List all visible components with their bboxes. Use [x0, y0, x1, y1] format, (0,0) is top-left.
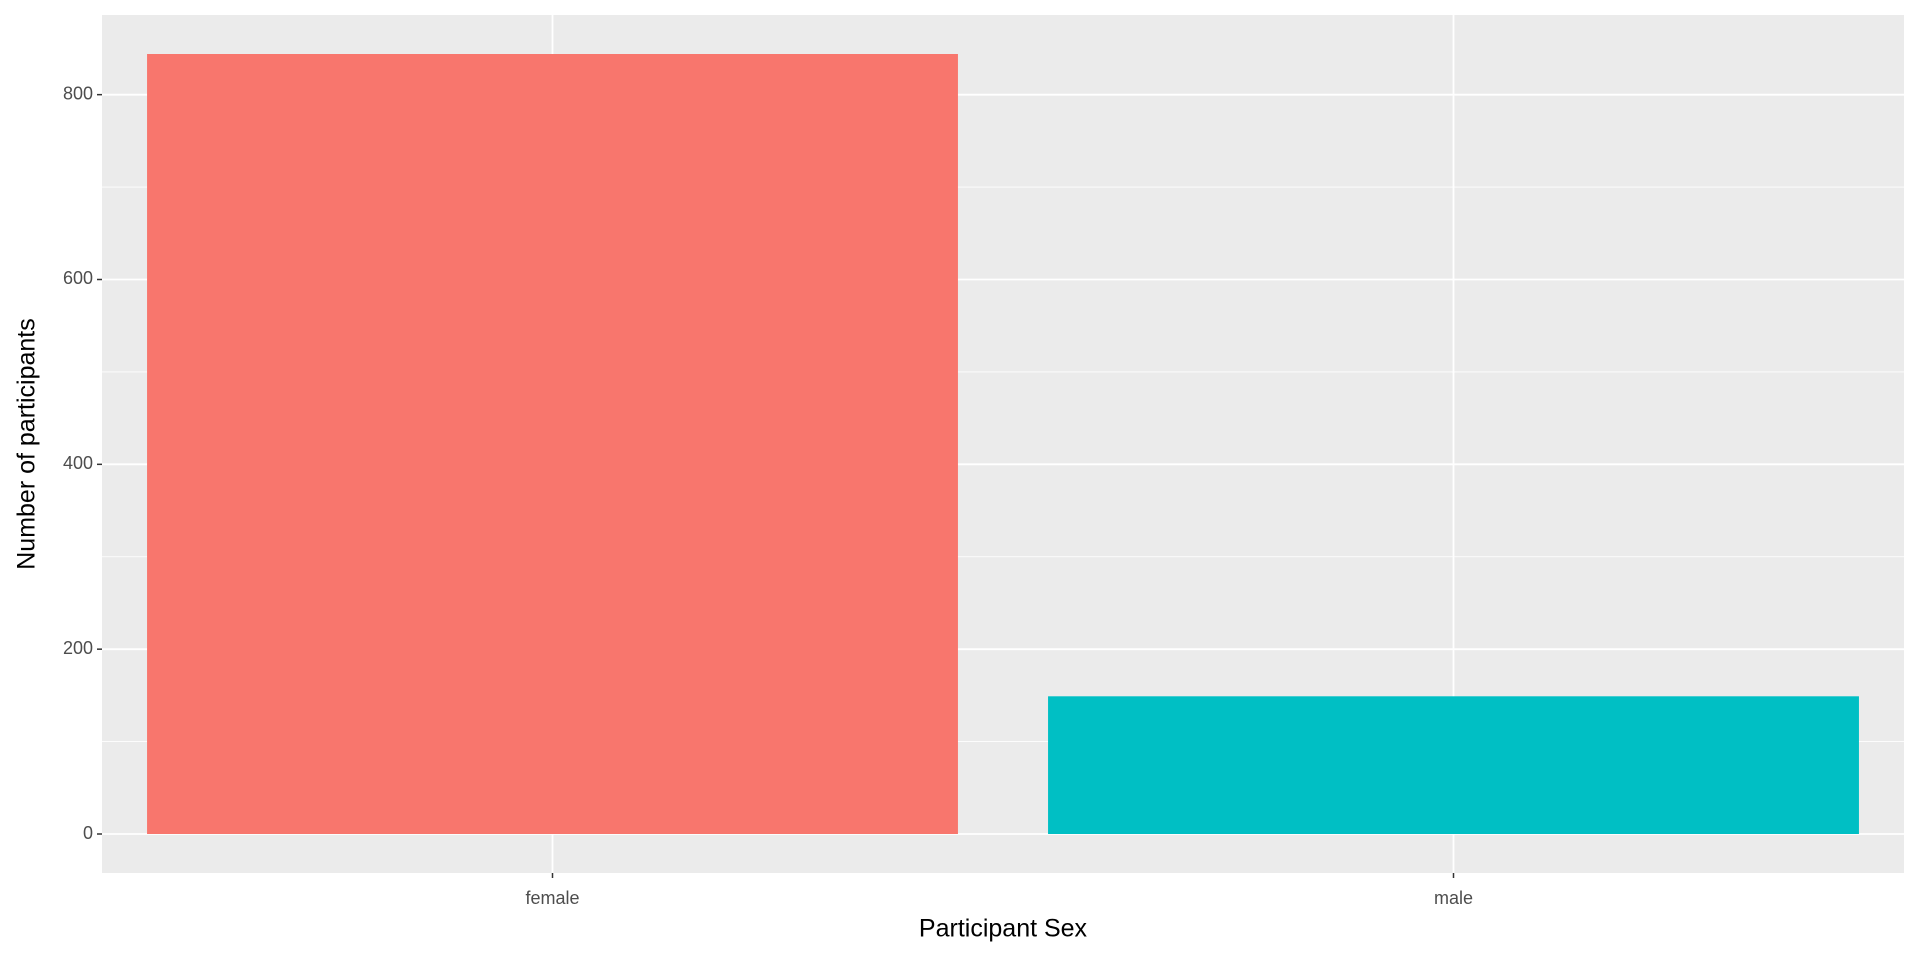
x-tick-label: male	[1434, 888, 1473, 908]
x-axis-title: Participant Sex	[919, 915, 1088, 943]
bar	[147, 54, 958, 834]
y-tick-label: 400	[63, 453, 93, 473]
y-tick-label: 200	[63, 638, 93, 658]
y-tick-label: 800	[63, 83, 93, 103]
y-tick-label: 0	[83, 823, 93, 843]
x-tick-label: female	[525, 888, 579, 908]
bar	[1048, 696, 1859, 834]
y-tick-label: 600	[63, 268, 93, 288]
y-axis-title: Number of participants	[13, 318, 41, 570]
